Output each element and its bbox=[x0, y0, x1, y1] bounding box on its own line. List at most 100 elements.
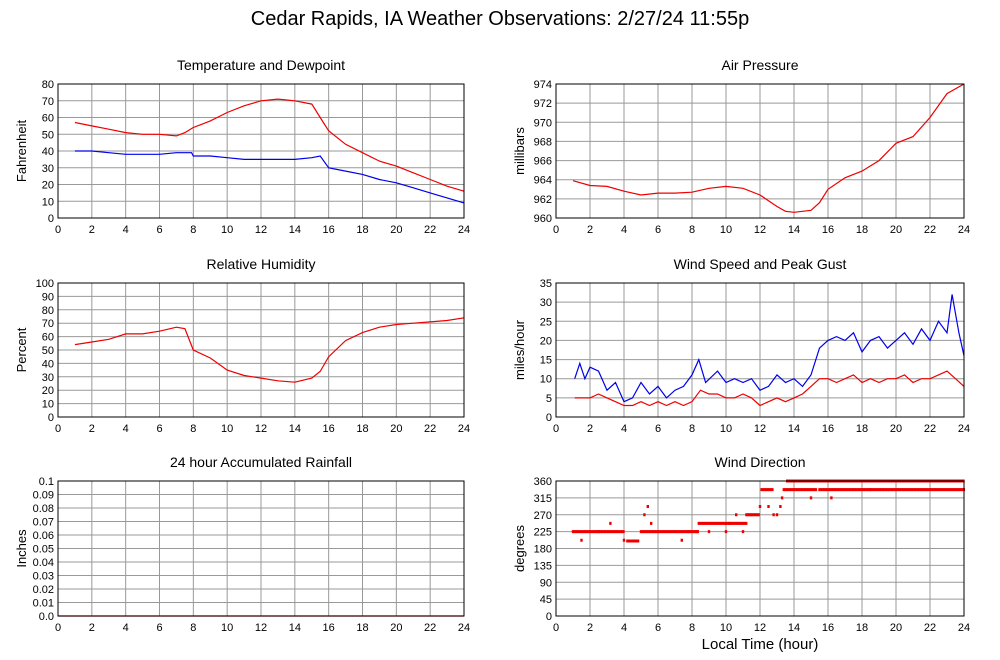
direction-point bbox=[830, 496, 833, 500]
direction-point bbox=[782, 488, 785, 492]
direction-point bbox=[933, 488, 936, 492]
direction-point bbox=[642, 530, 646, 534]
pressure-x-tick-label: 14 bbox=[788, 224, 800, 236]
direction-point bbox=[760, 488, 763, 492]
direction-point bbox=[921, 488, 924, 492]
direction-point bbox=[875, 488, 878, 492]
direction-point bbox=[853, 488, 856, 492]
direction-point bbox=[734, 521, 737, 525]
temp-y-tick-label: 60 bbox=[42, 113, 54, 125]
direction-point bbox=[832, 488, 835, 492]
direction-x-tick-label: 4 bbox=[621, 622, 627, 634]
direction-x-tick-label: 10 bbox=[720, 622, 732, 634]
direction-point bbox=[752, 513, 756, 517]
rain-y-tick-label: 0.04 bbox=[33, 557, 54, 569]
pressure-y-tick-label: 970 bbox=[534, 117, 552, 129]
direction-point bbox=[668, 530, 672, 534]
direction-point bbox=[616, 530, 619, 534]
direction-point bbox=[813, 488, 816, 492]
direction-point bbox=[787, 488, 790, 492]
pressure-x-tick-label: 6 bbox=[655, 224, 661, 236]
direction-point bbox=[606, 530, 610, 534]
direction-point bbox=[951, 488, 955, 492]
direction-point bbox=[695, 530, 699, 534]
direction-point bbox=[901, 488, 904, 492]
direction-point bbox=[842, 488, 846, 492]
pressure-y-tick-label: 974 bbox=[534, 79, 552, 91]
direction-point bbox=[712, 521, 716, 525]
wind-x-tick-label: 18 bbox=[856, 423, 868, 435]
direction-point bbox=[735, 513, 738, 517]
direction-point bbox=[633, 539, 637, 543]
temp-x-tick-label: 16 bbox=[323, 224, 335, 236]
direction-point bbox=[671, 530, 675, 534]
temp-x-tick-label: 20 bbox=[390, 224, 402, 236]
direction-point bbox=[603, 530, 607, 534]
rain-chart: 0 2 4 6 8 10 12 14 16 18 20 22 240.00.010.020.030.04… bbox=[14, 454, 470, 634]
direction-point bbox=[890, 488, 894, 492]
direction-point bbox=[721, 521, 725, 525]
direction-point bbox=[584, 530, 587, 534]
humidity-series-0-line bbox=[74, 317, 465, 383]
direction-point bbox=[597, 530, 600, 534]
direction-point bbox=[650, 521, 653, 525]
humidity-y-tick-label: 80 bbox=[42, 305, 54, 317]
direction-point bbox=[918, 488, 921, 492]
direction-point bbox=[864, 488, 867, 492]
rain-frame bbox=[57, 480, 465, 617]
pressure-frame bbox=[555, 83, 965, 219]
direction-point bbox=[665, 530, 669, 534]
direction-point bbox=[702, 521, 705, 525]
direction-point bbox=[851, 488, 855, 492]
pressure-x-tick-label: 8 bbox=[689, 224, 695, 236]
direction-point bbox=[899, 488, 903, 492]
direction-point bbox=[758, 505, 762, 508]
direction-point bbox=[652, 530, 655, 534]
rain-x-tick-label: 18 bbox=[356, 622, 368, 634]
direction-point bbox=[779, 505, 782, 508]
direction-point bbox=[800, 488, 804, 492]
temp-x-tick-label: 24 bbox=[458, 224, 470, 236]
direction-point bbox=[942, 488, 946, 492]
humidity-y-tick-label: 100 bbox=[36, 278, 54, 290]
direction-point bbox=[714, 521, 717, 525]
direction-point bbox=[845, 488, 849, 492]
temp-chart: 0 2 4 6 8 10 12 14 16 18 20 22 2401020304050607080Te… bbox=[14, 57, 470, 236]
direction-point bbox=[709, 521, 713, 525]
direction-point bbox=[881, 488, 884, 492]
direction-point bbox=[883, 488, 886, 492]
direction-point bbox=[910, 488, 914, 492]
wind-x-tick-label: 0 bbox=[553, 423, 559, 435]
direction-point bbox=[811, 488, 815, 492]
direction-point bbox=[838, 488, 841, 492]
direction-point bbox=[682, 530, 686, 534]
direction-point bbox=[859, 488, 863, 492]
humidity-y-tick-label: 0 bbox=[48, 412, 54, 424]
temp-y-tick-label: 10 bbox=[42, 196, 54, 208]
wind-series-1-line bbox=[574, 370, 965, 407]
direction-point bbox=[766, 488, 770, 492]
pressure-x-tick-label: 2 bbox=[587, 224, 593, 236]
wind-x-tick-label: 8 bbox=[689, 423, 695, 435]
rain-x-tick-label: 14 bbox=[289, 622, 301, 634]
direction-point bbox=[959, 488, 962, 492]
pressure-y-tick-label: 964 bbox=[534, 175, 552, 187]
direction-point bbox=[571, 530, 575, 534]
direction-x-tick-label: 18 bbox=[856, 622, 868, 634]
direction-point bbox=[690, 530, 693, 534]
direction-y-tick-label: 0 bbox=[546, 611, 552, 623]
direction-y-tick-label: 180 bbox=[534, 544, 552, 556]
direction-point bbox=[907, 488, 910, 492]
direction-point bbox=[867, 488, 870, 492]
rain-y-tick-label: 0.01 bbox=[33, 598, 54, 610]
humidity-x-tick-label: 24 bbox=[458, 423, 470, 435]
direction-x-tick-label: 16 bbox=[822, 622, 834, 634]
rain-x-tick-label: 16 bbox=[323, 622, 335, 634]
pressure-y-tick-label: 960 bbox=[534, 213, 552, 225]
pressure-chart: 0 2 4 6 8 10 12 14 16 18 20 22 249609629649669689709… bbox=[512, 57, 970, 236]
direction-x-tick-label: 22 bbox=[924, 622, 936, 634]
direction-point bbox=[922, 488, 926, 492]
direction-point bbox=[741, 530, 745, 534]
direction-point bbox=[617, 530, 621, 534]
